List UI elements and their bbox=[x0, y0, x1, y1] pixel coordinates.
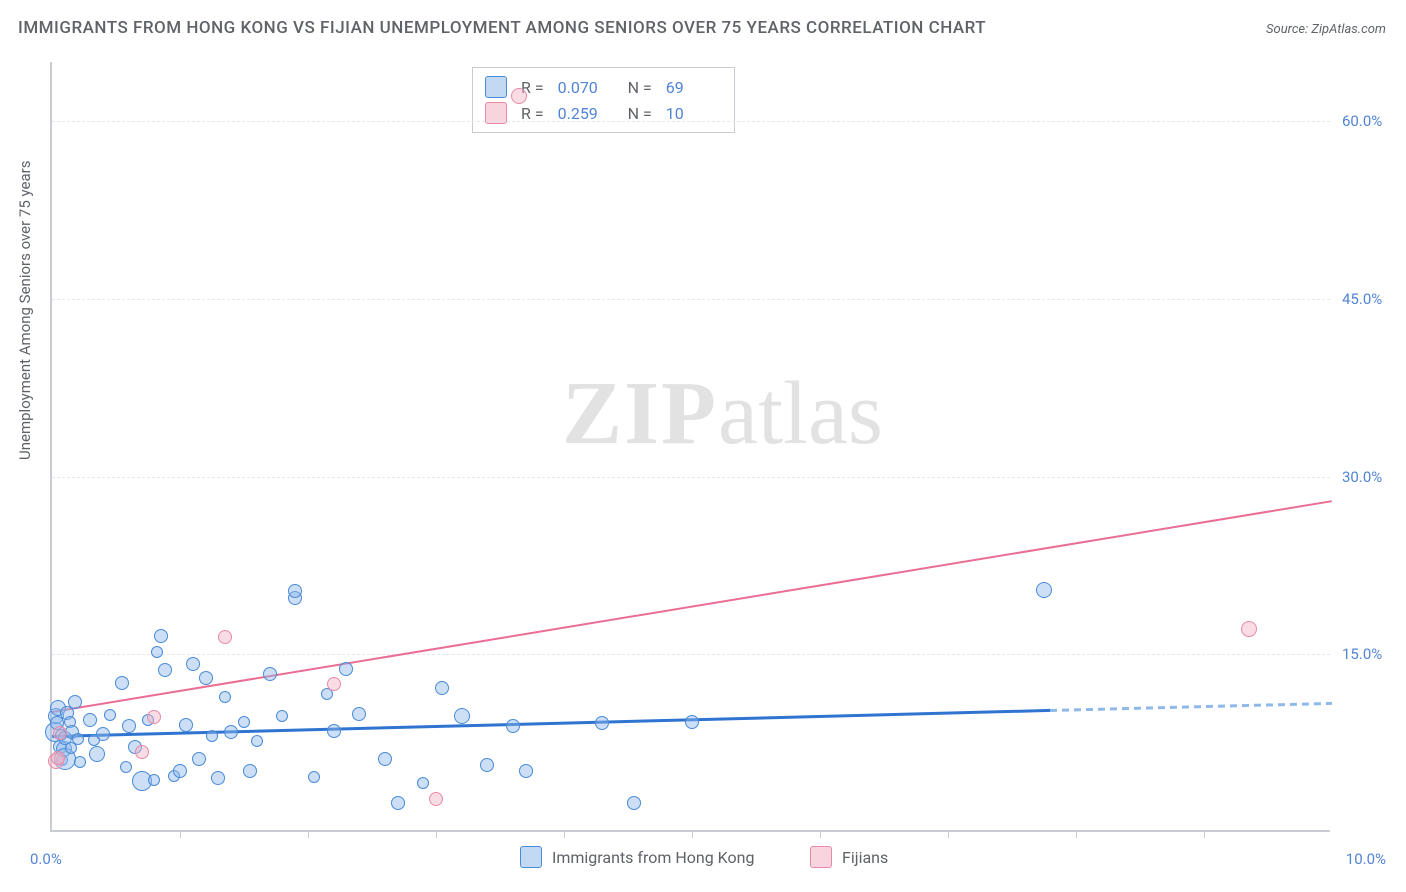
scatter-point bbox=[417, 777, 429, 789]
scatter-point bbox=[308, 771, 320, 783]
xtick bbox=[692, 830, 693, 838]
x-min-label: 0.0% bbox=[30, 850, 62, 868]
trend-line bbox=[52, 500, 1332, 713]
swatch-pink-icon bbox=[810, 846, 832, 868]
ytick-label: 15.0% bbox=[1342, 645, 1382, 663]
scatter-point bbox=[122, 719, 136, 733]
trend-line bbox=[1050, 702, 1332, 712]
n-label: N = bbox=[628, 78, 652, 97]
scatter-point bbox=[151, 646, 163, 658]
scatter-point bbox=[89, 746, 105, 762]
n-label: N = bbox=[628, 104, 652, 123]
scatter-point bbox=[243, 764, 257, 778]
scatter-point bbox=[224, 725, 238, 739]
legend-hk-label: Immigrants from Hong Kong bbox=[552, 848, 754, 867]
correlation-stats-box: R = 0.070 N = 69 R = 0.259 N = 10 bbox=[472, 67, 735, 133]
gridline bbox=[52, 121, 1330, 122]
gridline bbox=[52, 477, 1330, 478]
scatter-point bbox=[1036, 582, 1052, 598]
xtick bbox=[820, 830, 821, 838]
scatter-point bbox=[83, 713, 97, 727]
scatter-point bbox=[378, 752, 392, 766]
scatter-point bbox=[68, 695, 82, 709]
scatter-point bbox=[115, 676, 129, 690]
scatter-point bbox=[51, 751, 65, 765]
xtick bbox=[948, 830, 949, 838]
scatter-point bbox=[327, 724, 341, 738]
scatter-point bbox=[251, 735, 263, 747]
scatter-point bbox=[276, 710, 288, 722]
n-value-hk: 69 bbox=[666, 78, 722, 97]
legend-fj-label: Fijians bbox=[842, 848, 888, 867]
scatter-point bbox=[211, 771, 225, 785]
scatter-point bbox=[148, 774, 160, 786]
scatter-point bbox=[104, 709, 116, 721]
scatter-point bbox=[218, 630, 232, 644]
x-max-label: 10.0% bbox=[1346, 850, 1386, 868]
scatter-point bbox=[96, 727, 110, 741]
scatter-point bbox=[179, 718, 193, 732]
ytick-label: 30.0% bbox=[1342, 468, 1382, 486]
n-value-fj: 10 bbox=[666, 104, 722, 123]
scatter-point bbox=[154, 629, 168, 643]
scatter-point bbox=[158, 663, 172, 677]
chart-title: IMMIGRANTS FROM HONG KONG VS FIJIAN UNEM… bbox=[18, 18, 986, 38]
source-label: Source: ZipAtlas.com bbox=[1266, 22, 1386, 37]
gridline bbox=[52, 654, 1330, 655]
swatch-blue-icon bbox=[485, 76, 507, 98]
scatter-point bbox=[435, 681, 449, 695]
scatter-point bbox=[206, 730, 218, 742]
scatter-point bbox=[352, 707, 366, 721]
xtick bbox=[1076, 830, 1077, 838]
xtick bbox=[564, 830, 565, 838]
watermark-atlas: atlas bbox=[718, 364, 883, 463]
legend-hk: Immigrants from Hong Kong bbox=[520, 846, 754, 868]
y-axis-label: Unemployment Among Seniors over 75 years bbox=[16, 161, 34, 460]
scatter-point bbox=[519, 764, 533, 778]
legend-fijians: Fijians bbox=[810, 846, 888, 868]
watermark-zip: ZIP bbox=[562, 364, 718, 463]
scatter-point bbox=[199, 671, 213, 685]
watermark: ZIPatlas bbox=[562, 362, 883, 465]
scatter-point bbox=[186, 657, 200, 671]
scatter-point bbox=[147, 710, 161, 724]
scatter-point bbox=[120, 761, 132, 773]
scatter-point bbox=[53, 726, 67, 740]
swatch-blue-icon bbox=[520, 846, 542, 868]
xtick bbox=[308, 830, 309, 838]
gridline bbox=[52, 299, 1330, 300]
scatter-point bbox=[339, 662, 353, 676]
scatter-point bbox=[72, 733, 84, 745]
r-value-fj: 0.259 bbox=[558, 104, 614, 123]
scatter-point bbox=[288, 584, 302, 598]
scatter-point bbox=[506, 719, 520, 733]
scatter-point bbox=[173, 764, 187, 778]
scatter-point bbox=[135, 745, 149, 759]
ytick-label: 45.0% bbox=[1342, 290, 1382, 308]
scatter-point bbox=[219, 691, 231, 703]
scatter-point bbox=[511, 88, 527, 104]
scatter-point bbox=[238, 716, 250, 728]
scatter-point bbox=[263, 667, 277, 681]
xtick bbox=[1204, 830, 1205, 838]
scatter-point bbox=[74, 756, 86, 768]
trend-line bbox=[52, 709, 1050, 738]
scatter-point bbox=[480, 758, 494, 772]
scatter-plot: ZIPatlas R = 0.070 N = 69 R = 0.259 N = … bbox=[50, 62, 1330, 832]
xtick bbox=[180, 830, 181, 838]
scatter-point bbox=[627, 796, 641, 810]
scatter-point bbox=[1241, 621, 1257, 637]
scatter-point bbox=[454, 708, 470, 724]
scatter-point bbox=[327, 677, 341, 691]
scatter-point bbox=[192, 752, 206, 766]
scatter-point bbox=[685, 715, 699, 729]
xtick bbox=[436, 830, 437, 838]
scatter-point bbox=[391, 796, 405, 810]
scatter-point bbox=[595, 716, 609, 730]
ytick-label: 60.0% bbox=[1342, 112, 1382, 130]
scatter-point bbox=[429, 792, 443, 806]
r-value-hk: 0.070 bbox=[558, 78, 614, 97]
r-label: R = bbox=[521, 104, 544, 123]
